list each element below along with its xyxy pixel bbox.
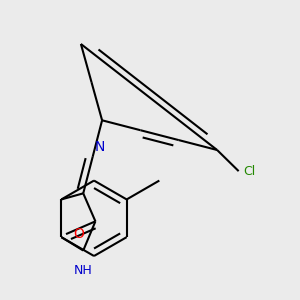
Text: NH: NH <box>74 264 93 277</box>
Text: Cl: Cl <box>243 165 255 178</box>
Text: O: O <box>74 227 84 241</box>
Text: N: N <box>95 140 105 154</box>
